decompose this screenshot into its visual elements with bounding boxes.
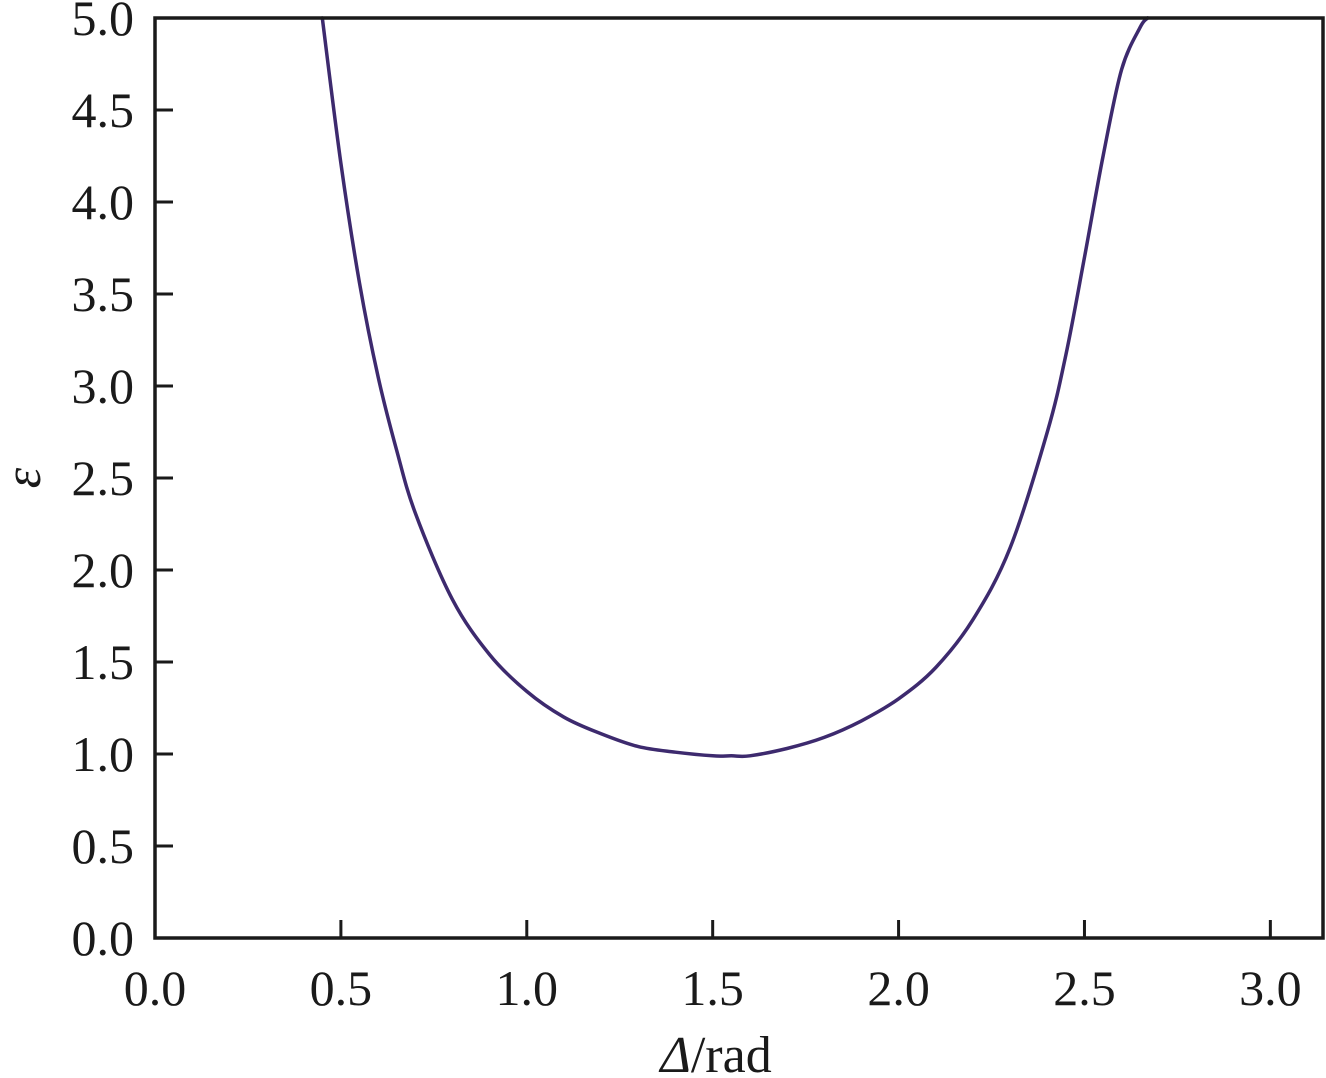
- y-tick-label: 2.0: [72, 542, 135, 598]
- y-axis-ticks: 0.0 0.5 1.0 1.5 2.0 2.5 3.0 3.5 4.0 4.5 5.0: [72, 0, 173, 966]
- series-line: [320, 16, 1150, 759]
- y-tick-label: 4.5: [72, 82, 135, 138]
- y-tick-label: 1.0: [72, 726, 135, 782]
- x-axis-label: Δ/rad: [658, 1027, 771, 1078]
- y-tick-label: 5.0: [72, 0, 135, 46]
- y-tick-label: 4.0: [72, 174, 135, 230]
- x-tick-label: 2.0: [867, 960, 930, 1016]
- x-tick-label: 3.0: [1239, 960, 1302, 1016]
- x-tick-label: 0.0: [124, 960, 187, 1016]
- x-tick-label: 1.5: [681, 960, 744, 1016]
- x-tick-label: 2.5: [1053, 960, 1116, 1016]
- y-tick-label: 2.5: [72, 450, 135, 506]
- y-tick-label: 1.5: [72, 634, 135, 690]
- y-tick-label: 3.0: [72, 358, 135, 414]
- y-tick-label: 0.0: [72, 910, 135, 966]
- x-tick-label: 1.0: [496, 960, 559, 1016]
- x-axis-ticks: 0.0 0.5 1.0 1.5 2.0 2.5 3.0: [124, 920, 1302, 1016]
- y-axis-label: ε: [0, 467, 52, 488]
- y-tick-label: 3.5: [72, 266, 135, 322]
- x-tick-label: 0.5: [310, 960, 373, 1016]
- y-tick-label: 0.5: [72, 818, 135, 874]
- x-axis-label-symbol: Δ: [658, 1027, 691, 1078]
- plot-frame: [153, 16, 1325, 940]
- x-axis-label-unit: /rad: [691, 1027, 772, 1078]
